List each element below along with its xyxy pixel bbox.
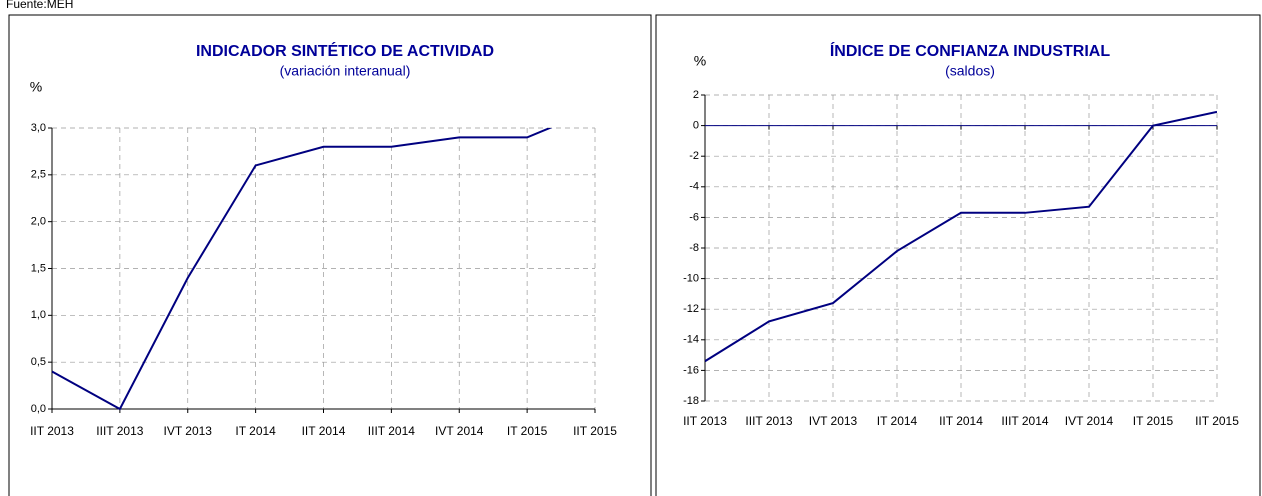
chart-title: ÍNDICE DE CONFIANZA INDUSTRIAL <box>830 41 1111 60</box>
y-tick-label: -16 <box>683 364 699 376</box>
line-series <box>52 128 553 411</box>
chart-subtitle: (saldos) <box>945 63 995 79</box>
x-tick-label: IT 2015 <box>507 424 548 438</box>
source: Fuente:MEH <box>6 0 73 11</box>
y-tick-label: -6 <box>689 211 699 223</box>
x-tick-label: IVT 2013 <box>809 414 858 428</box>
x-tick-label: IIIT 2013 <box>96 424 143 438</box>
y-tick-label: -14 <box>683 334 699 346</box>
y-tick-label: 2,5 <box>31 169 46 181</box>
y-tick-label: -12 <box>683 303 699 315</box>
x-tick-label: IVT 2013 <box>164 424 213 438</box>
y-tick-label: -18 <box>683 395 699 407</box>
y-axis-label: % <box>694 53 706 69</box>
x-tick-label: IIT 2013 <box>683 414 727 428</box>
y-tick-label: 1,5 <box>31 262 46 274</box>
x-tick-label: IIIT 2014 <box>1001 414 1048 428</box>
y-tick-label: 2,0 <box>31 216 46 228</box>
y-tick-label: -10 <box>683 273 699 285</box>
y-tick-label: 1,0 <box>31 309 46 321</box>
x-tick-label: IIIT 2014 <box>368 424 415 438</box>
chart-subtitle: (variación interanual) <box>280 63 411 79</box>
x-tick-label: IIT 2014 <box>302 424 346 438</box>
x-tick-label: IIT 2014 <box>939 414 983 428</box>
y-tick-label: -4 <box>689 181 699 193</box>
x-tick-label: IT 2015 <box>1133 414 1174 428</box>
chart-title: INDICADOR SINTÉTICO DE ACTIVIDAD <box>196 41 494 60</box>
x-tick-label: IVT 2014 <box>1065 414 1114 428</box>
panel <box>8 14 652 496</box>
x-tick-label: IIT 2015 <box>1195 414 1239 428</box>
y-tick-label: 0 <box>693 120 699 132</box>
line-series <box>705 110 1217 363</box>
y-tick-label: 0,0 <box>31 403 46 415</box>
x-tick-label: IT 2014 <box>877 414 918 428</box>
x-tick-label: IVT 2014 <box>435 424 484 438</box>
x-tick-label: IIIT 2013 <box>745 414 792 428</box>
y-tick-label: -8 <box>689 242 699 254</box>
y-tick-label: 0,5 <box>31 356 46 368</box>
x-tick-label: IT 2014 <box>235 424 276 438</box>
y-axis-label: % <box>30 79 42 95</box>
x-tick-label: IIT 2013 <box>30 424 74 438</box>
y-tick-label: -2 <box>689 150 699 162</box>
y-tick-label: 2 <box>693 89 699 101</box>
panel <box>655 14 1261 496</box>
x-tick-label: IIT 2015 <box>573 424 617 438</box>
y-tick-label: 3,0 <box>31 122 46 134</box>
